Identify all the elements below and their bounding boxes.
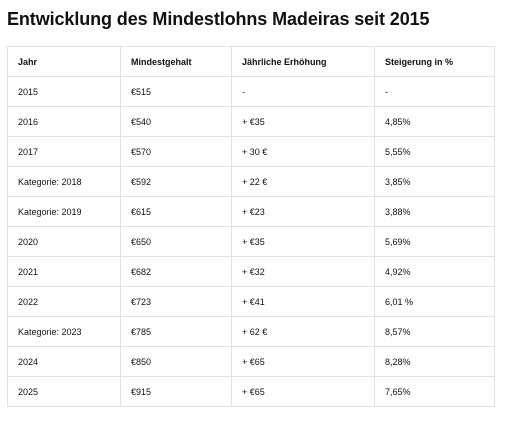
cell-year: 2024 — [7, 346, 121, 377]
header-minimum-wage: Mindestgehalt — [120, 46, 232, 77]
table-row: 2022 €723 + €41 6,01 % — [7, 286, 495, 317]
cell-increase-percent: 8,57% — [374, 316, 495, 347]
cell-year: Kategorie: 2018 — [7, 166, 121, 197]
table-row: 2015 €515 - - — [7, 76, 495, 107]
cell-annual-increase: + 22 € — [231, 166, 375, 197]
cell-annual-increase: + €32 — [231, 256, 375, 287]
cell-annual-increase: + €65 — [231, 346, 375, 377]
table-row: 2021 €682 + €32 4,92% — [7, 256, 495, 287]
table-row: 2025 €915 + €65 7,65% — [7, 376, 495, 407]
cell-minimum-wage: €723 — [120, 286, 232, 317]
cell-increase-percent: 3,85% — [374, 166, 495, 197]
cell-minimum-wage: €915 — [120, 376, 232, 407]
cell-increase-percent: 7,65% — [374, 376, 495, 407]
cell-minimum-wage: €592 — [120, 166, 232, 197]
cell-year: 2016 — [7, 106, 121, 137]
cell-increase-percent: 5,69% — [374, 226, 495, 257]
table-row: 2020 €650 + €35 5,69% — [7, 226, 495, 257]
cell-year: 2025 — [7, 376, 121, 407]
cell-minimum-wage: €515 — [120, 76, 232, 107]
header-year: Jahr — [7, 46, 121, 77]
page-title: Entwicklung des Mindestlohns Madeiras se… — [7, 9, 430, 29]
cell-increase-percent: - — [374, 76, 495, 107]
cell-year: Kategorie: 2023 — [7, 316, 121, 347]
cell-increase-percent: 4,92% — [374, 256, 495, 287]
table-row: 2017 €570 + 30 € 5,55% — [7, 136, 495, 167]
table-header-row: Jahr Mindestgehalt Jährliche Erhöhung St… — [7, 46, 495, 77]
table-row: 2024 €850 + €65 8,28% — [7, 346, 495, 377]
cell-year: 2022 — [7, 286, 121, 317]
cell-increase-percent: 3,88% — [374, 196, 495, 227]
cell-annual-increase: + 30 € — [231, 136, 375, 167]
cell-annual-increase: + €23 — [231, 196, 375, 227]
cell-year: 2017 — [7, 136, 121, 167]
cell-annual-increase: + €35 — [231, 226, 375, 257]
table-row: Kategorie: 2019 €615 + €23 3,88% — [7, 196, 495, 227]
cell-minimum-wage: €570 — [120, 136, 232, 167]
cell-minimum-wage: €540 — [120, 106, 232, 137]
table-row: Kategorie: 2018 €592 + 22 € 3,85% — [7, 166, 495, 197]
cell-increase-percent: 4,85% — [374, 106, 495, 137]
cell-minimum-wage: €785 — [120, 316, 232, 347]
cell-minimum-wage: €650 — [120, 226, 232, 257]
header-annual-increase: Jährliche Erhöhung — [231, 46, 375, 77]
cell-increase-percent: 6,01 % — [374, 286, 495, 317]
cell-annual-increase: + €35 — [231, 106, 375, 137]
cell-increase-percent: 5,55% — [374, 136, 495, 167]
cell-increase-percent: 8,28% — [374, 346, 495, 377]
cell-minimum-wage: €615 — [120, 196, 232, 227]
cell-minimum-wage: €850 — [120, 346, 232, 377]
cell-year: 2021 — [7, 256, 121, 287]
header-increase-percent: Steigerung in % — [374, 46, 495, 77]
cell-year: 2020 — [7, 226, 121, 257]
cell-year: 2015 — [7, 76, 121, 107]
cell-annual-increase: + 62 € — [231, 316, 375, 347]
cell-annual-increase: - — [231, 76, 375, 107]
cell-annual-increase: + €65 — [231, 376, 375, 407]
minimum-wage-table: Jahr Mindestgehalt Jährliche Erhöhung St… — [7, 46, 495, 407]
table-row: 2016 €540 + €35 4,85% — [7, 106, 495, 137]
table-row: Kategorie: 2023 €785 + 62 € 8,57% — [7, 316, 495, 347]
cell-minimum-wage: €682 — [120, 256, 232, 287]
cell-annual-increase: + €41 — [231, 286, 375, 317]
cell-year: Kategorie: 2019 — [7, 196, 121, 227]
